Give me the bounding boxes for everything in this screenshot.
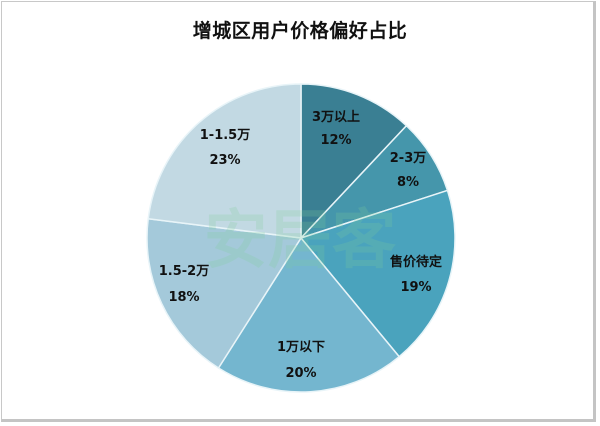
slice-label-name: 1-1.5万 — [200, 128, 250, 143]
slice-label-pct: 19% — [400, 280, 431, 295]
slice-label-pct: 8% — [397, 175, 419, 190]
slice-label-pct: 18% — [168, 290, 199, 305]
slice-label-pct: 12% — [320, 133, 351, 148]
slice-label-pct: 23% — [209, 153, 240, 168]
slice-label-name: 售价待定 — [390, 254, 442, 270]
slice-label-name: 1万以下 — [277, 340, 325, 355]
slice-label-name: 1.5-2万 — [159, 264, 209, 279]
slice-label-name: 3万以上 — [312, 110, 360, 125]
pie-slice — [146, 217, 303, 370]
pie-slice — [299, 189, 456, 358]
watermark: 安居客 — [204, 204, 396, 278]
pie-slices — [146, 83, 456, 393]
chart-title: 增城区用户价格偏好占比 — [192, 20, 408, 42]
pie-slice — [217, 236, 401, 393]
slice-label-name: 2-3万 — [390, 151, 427, 166]
slice-label-pct: 20% — [285, 366, 316, 381]
pie-slice — [147, 83, 302, 239]
pie-labels: 3万以上 12% 2-3万 8% 售价待定 19% 1万以下 20% 1.5-2… — [159, 110, 442, 381]
pie-slice — [300, 83, 408, 240]
